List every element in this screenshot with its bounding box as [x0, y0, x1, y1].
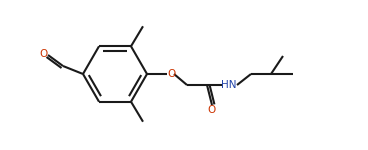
Text: O: O: [40, 49, 48, 59]
Text: O: O: [208, 105, 216, 115]
Text: O: O: [167, 69, 175, 79]
Text: HN: HN: [221, 80, 237, 90]
